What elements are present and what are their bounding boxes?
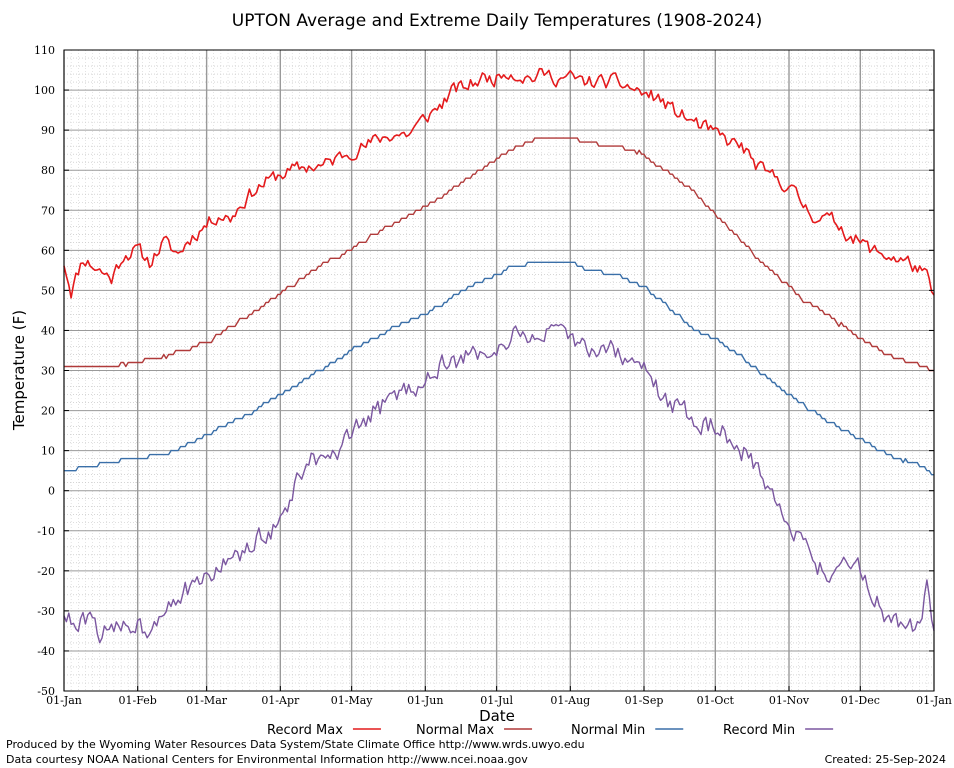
legend-label: Record Max (267, 723, 343, 738)
y-tick-label: -30 (37, 605, 55, 618)
y-tick-label: 80 (41, 164, 55, 177)
x-tick-label: 01-Mar (186, 694, 228, 707)
y-tick-label: 110 (34, 44, 55, 57)
y-tick-label: 10 (41, 445, 55, 458)
series-line-record-max (63, 67, 935, 299)
series-line-normal-max (64, 137, 934, 372)
series-lines (63, 67, 935, 644)
y-tick-label: 50 (41, 284, 55, 297)
x-tick-label: 01-Nov (769, 694, 810, 707)
chart-title: UPTON Average and Extreme Daily Temperat… (232, 11, 762, 31)
y-tick-label: -40 (37, 645, 55, 658)
x-tick-label: 01-Jan (916, 694, 952, 707)
x-tick-label: 01-Apr (261, 694, 300, 707)
credit-line-2: Data courtesy NOAA National Centers for … (6, 753, 528, 766)
x-tick-label: 01-Sep (625, 694, 664, 707)
y-tick-label: -20 (37, 565, 55, 578)
x-tick-label: 01-Feb (119, 694, 157, 707)
x-tick-label: 01-Aug (550, 694, 590, 707)
y-tick-label: 20 (41, 405, 55, 418)
y-tick-label: 90 (41, 124, 55, 137)
legend-label: Normal Max (416, 723, 494, 738)
legend-label: Record Min (723, 723, 795, 738)
y-tick-label: -50 (37, 685, 55, 698)
x-tick-label: 01-Jan (46, 694, 82, 707)
y-axis-ticks: -50 -40 -30 -20 -10 0 10 20 30 40 50 60 70 80 90 100 110 (34, 44, 934, 698)
series-line-normal-min (64, 261, 934, 476)
x-axis-ticks: 01-Jan 01-Feb 01-Mar 01-Apr 01-May 01-Jun 01-J… (46, 686, 952, 707)
y-tick-label: 0 (48, 485, 55, 498)
y-tick-label: 40 (41, 324, 55, 337)
y-tick-label: 70 (41, 204, 55, 217)
legend: Record Max Normal Max Normal Min Record Min (267, 723, 834, 738)
y-tick-label: 60 (41, 244, 55, 257)
credit-line-1: Produced by the Wyoming Water Resources … (6, 738, 585, 751)
y-tick-label: 30 (41, 365, 55, 378)
legend-label: Normal Min (571, 723, 645, 738)
y-axis-label: Temperature (F) (10, 310, 28, 431)
y-tick-label: -10 (37, 525, 55, 538)
y-tick-label: 100 (34, 84, 55, 97)
x-tick-label: 01-Jun (407, 694, 443, 707)
series-line-record-min (63, 323, 935, 644)
x-tick-label: 01-Jul (480, 694, 513, 707)
x-tick-label: 01-Oct (697, 694, 735, 707)
x-axis-label: Date (479, 707, 515, 725)
created-date: Created: 25-Sep-2024 (825, 753, 946, 766)
x-tick-label: 01-May (331, 694, 374, 707)
x-tick-label: 01-Dec (841, 694, 880, 707)
